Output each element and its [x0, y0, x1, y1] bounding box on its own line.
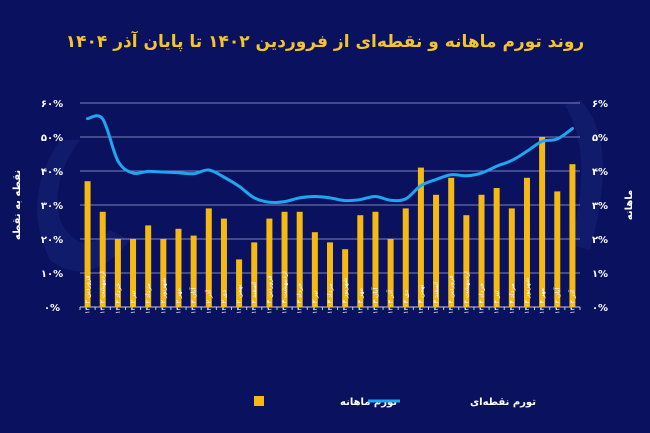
- bar-28: [493, 188, 500, 307]
- bar-18: [342, 249, 349, 307]
- bar-7: [175, 228, 182, 307]
- bar-17: [327, 242, 333, 307]
- right-tick-label: ۱%: [592, 269, 608, 280]
- bar-27: [478, 194, 485, 307]
- x-label: آبان ۱۴۰۳: [370, 286, 379, 314]
- x-label: فروردین ۱۴۰۳: [265, 275, 273, 314]
- bar-10: [220, 218, 227, 307]
- bar-16: [311, 232, 318, 307]
- x-label: مهر ۱۴۰۳: [356, 288, 364, 314]
- x-label: خرداد ۱۴۰۴: [478, 283, 486, 314]
- bar-9: [205, 208, 212, 307]
- left-axis-title: نقطه به نقطه: [12, 170, 23, 240]
- x-label: تیر ۱۴۰۳: [311, 290, 319, 314]
- chart-title: روند تورم ماهانه و نقطه‌ای از فروردین ۱۴…: [66, 30, 584, 52]
- x-label: مرداد ۱۴۰۲: [144, 283, 152, 314]
- right-tick-label: ۲%: [592, 235, 608, 246]
- bar-19: [357, 215, 364, 307]
- x-label: بهمن ۱۴۰۲: [235, 284, 243, 314]
- legend-line-label: تورم نقطه‌ای: [470, 397, 536, 408]
- bar-14: [281, 211, 288, 307]
- x-label: تیر ۱۴۰۴: [493, 290, 501, 314]
- x-label: تیر ۱۴۰۲: [129, 290, 137, 314]
- right-tick-label: ۶%: [592, 99, 608, 110]
- bar-20: [372, 211, 379, 307]
- bar-5: [145, 225, 152, 307]
- x-label: مهر ۱۴۰۴: [538, 288, 546, 314]
- bar-29: [508, 208, 515, 307]
- left-tick-label: ۵۰%: [41, 133, 63, 144]
- x-label: خرداد ۱۴۰۳: [296, 283, 304, 314]
- x-label: بهمن ۱۴۰۳: [417, 284, 425, 314]
- legend-bar-swatch: [254, 396, 264, 406]
- bar-33: [569, 164, 576, 307]
- x-label: آذر ۱۴۰۴: [567, 289, 576, 314]
- x-label: شهریور ۱۴۰۲: [159, 278, 167, 314]
- x-label: فروردین ۱۴۰۴: [447, 275, 455, 314]
- x-label: شهریور ۱۴۰۴: [523, 278, 531, 314]
- bar-22: [402, 208, 409, 307]
- x-label: اردیبهشت ۱۴۰۴: [462, 271, 470, 314]
- x-label: خرداد ۱۴۰۲: [114, 283, 122, 314]
- right-axis-title: ماهانه: [624, 190, 635, 220]
- bar-11: [236, 259, 243, 307]
- x-label: مرداد ۱۴۰۳: [326, 283, 334, 314]
- x-label: اردیبهشت ۱۴۰۲: [99, 271, 107, 314]
- bar-4: [130, 239, 137, 307]
- bar-3: [114, 239, 121, 307]
- bar-13: [266, 218, 273, 307]
- bar-24: [433, 194, 440, 307]
- right-tick-label: ۰%: [592, 303, 608, 314]
- watermark-logo: [37, 100, 603, 272]
- bar-23: [417, 167, 424, 307]
- x-label: آذر ۱۴۰۲: [204, 289, 213, 314]
- x-label: آذر ۱۴۰۳: [386, 289, 395, 314]
- x-label: فروردین ۱۴۰۲: [84, 275, 92, 314]
- left-tick-label: ۲۰%: [41, 235, 63, 246]
- x-label: اسفند ۱۴۰۲: [250, 282, 258, 314]
- bar-32: [554, 191, 561, 307]
- bar-30: [523, 177, 530, 307]
- right-tick-label: ۴%: [592, 167, 608, 178]
- bar-8: [190, 235, 197, 307]
- left-tick-label: ۰%: [44, 303, 60, 314]
- bar-2: [99, 211, 106, 307]
- bar-21: [387, 239, 394, 307]
- x-label: اردیبهشت ۱۴۰۳: [281, 271, 289, 314]
- x-label: دی ۱۴۰۲: [220, 290, 228, 314]
- bar-12: [251, 242, 258, 307]
- right-tick-label: ۳%: [592, 201, 608, 212]
- left-tick-label: ۳۰%: [41, 201, 63, 212]
- left-tick-label: ۱۰%: [41, 269, 63, 280]
- x-label: مرداد ۱۴۰۴: [508, 283, 516, 314]
- x-label: مهر ۱۴۰۲: [174, 288, 182, 314]
- point-inflation-line: [86, 114, 574, 205]
- bar-31: [539, 137, 546, 307]
- x-label: شهریور ۱۴۰۳: [341, 278, 349, 314]
- bar-15: [296, 211, 303, 307]
- x-label: آبان ۱۴۰۲: [189, 286, 198, 314]
- left-tick-label: ۶۰%: [41, 99, 63, 110]
- bar-6: [160, 239, 167, 307]
- left-tick-label: ۴۰%: [41, 167, 63, 178]
- bar-26: [463, 215, 470, 307]
- legend: تورم ماهانه تورم نقطه‌ای: [254, 396, 536, 408]
- x-label: دی ۱۴۰۳: [402, 290, 410, 314]
- right-tick-label: ۵%: [592, 133, 608, 144]
- x-label: اسفند ۱۴۰۳: [432, 282, 440, 314]
- bar-25: [448, 177, 455, 307]
- x-label: آبان ۱۴۰۴: [552, 286, 561, 314]
- bar-1: [84, 181, 91, 307]
